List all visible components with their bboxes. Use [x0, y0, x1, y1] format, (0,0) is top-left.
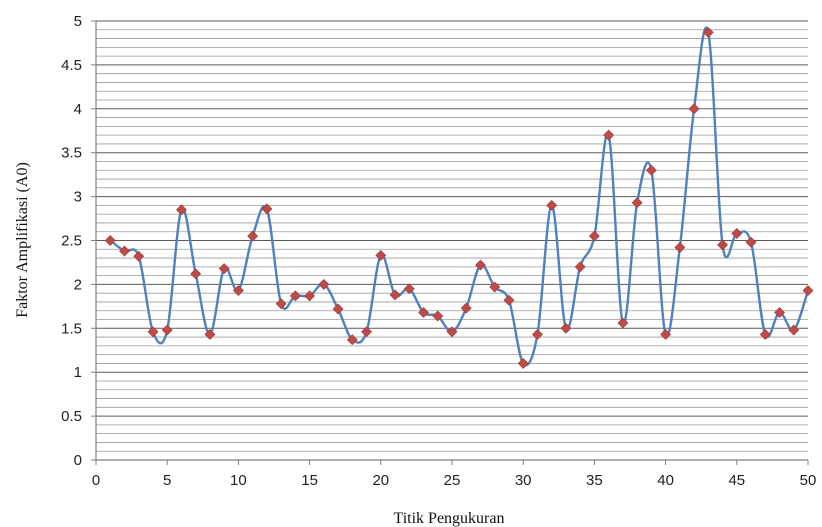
x-tick-label: 40 — [657, 472, 674, 489]
x-axis-tick-labels: 0 5 10 15 20 25 30 35 40 45 50 — [92, 472, 817, 489]
data-point-marker — [489, 281, 501, 293]
data-point-marker — [631, 197, 643, 209]
y-tick-label: 5 — [74, 13, 82, 30]
data-point-marker — [375, 250, 387, 261]
data-point-marker — [289, 290, 301, 302]
data-point-marker — [176, 204, 187, 216]
minor-gridlines — [96, 29, 808, 452]
data-point-marker — [517, 357, 529, 369]
x-tick-label: 35 — [586, 472, 603, 489]
data-point-marker — [232, 285, 244, 296]
data-point-marker — [774, 307, 785, 318]
x-tick-label: 5 — [163, 472, 171, 489]
y-tick-label: 3 — [74, 189, 82, 206]
y-tick-label: 1 — [74, 364, 82, 381]
y-tick-label: 2.5 — [61, 233, 82, 250]
data-point-marker — [161, 324, 173, 336]
data-point-marker — [204, 329, 216, 340]
data-point-marker — [318, 278, 330, 290]
data-point-marker — [475, 259, 486, 271]
x-tick-label: 30 — [515, 472, 532, 489]
y-tick-label: 3.5 — [61, 145, 82, 162]
data-point-marker — [574, 261, 586, 273]
series-lines — [109, 26, 810, 367]
data-point-marker — [104, 235, 116, 246]
series-line — [109, 26, 810, 367]
data-point-marker — [674, 242, 686, 253]
y-tick-label: 0.5 — [61, 408, 82, 425]
data-point-marker — [147, 326, 159, 338]
data-point-marker — [532, 329, 543, 340]
data-point-marker — [332, 303, 344, 315]
data-point-marker — [418, 307, 429, 318]
y-tick-label: 2 — [74, 276, 82, 293]
y-axis-ticks — [91, 20, 96, 461]
x-tick-label: 50 — [800, 472, 817, 489]
data-point-marker — [361, 326, 372, 338]
data-point-marker — [133, 250, 145, 262]
data-point-marker — [731, 228, 743, 239]
data-point-marker — [702, 26, 714, 38]
data-point-marker — [645, 164, 657, 176]
data-point-marker — [617, 317, 629, 329]
data-point-marker — [603, 129, 615, 141]
data-point-marker — [759, 329, 771, 340]
data-point-marker — [546, 199, 558, 211]
data-point-marker — [717, 239, 728, 251]
data-point-marker — [261, 203, 273, 215]
data-point-marker — [247, 230, 259, 242]
data-point-marker — [460, 302, 472, 314]
data-point-marker — [119, 245, 130, 257]
x-tick-label: 0 — [92, 472, 100, 489]
x-axis-ticks — [95, 460, 809, 465]
y-tick-label: 4.5 — [61, 57, 82, 74]
data-point-marker — [503, 294, 515, 306]
data-point-marker — [688, 103, 700, 115]
y-tick-label: 1.5 — [61, 320, 82, 337]
x-axis-title: Titik Pengukuran — [394, 510, 505, 527]
x-tick-label: 10 — [230, 472, 247, 489]
data-point-marker — [389, 289, 401, 301]
x-tick-label: 45 — [728, 472, 745, 489]
x-tick-label: 25 — [444, 472, 461, 489]
x-tick-label: 15 — [301, 472, 318, 489]
data-point-marker — [304, 290, 316, 302]
data-point-marker — [432, 310, 444, 322]
y-tick-label: 0 — [74, 452, 82, 469]
y-tick-label: 4 — [74, 101, 82, 118]
x-tick-label: 20 — [372, 472, 389, 489]
major-gridlines — [96, 20, 808, 417]
data-point-marker — [190, 268, 202, 280]
data-point-marker — [403, 283, 415, 295]
y-axis-title: Faktor Amplifikasi (A0) — [14, 162, 31, 318]
data-point-marker — [588, 230, 600, 242]
data-point-marker — [560, 322, 572, 334]
data-point-marker — [275, 298, 287, 310]
data-point-marker — [788, 324, 800, 336]
series-markers — [104, 26, 814, 369]
y-axis-tick-labels: 0 0.5 1 1.5 2 2.5 3 3.5 4 4.5 5 — [61, 13, 82, 469]
data-point-marker — [745, 236, 757, 248]
data-point-marker — [802, 285, 814, 296]
data-point-marker — [346, 334, 358, 346]
data-point-marker — [218, 263, 230, 275]
data-point-marker — [446, 326, 458, 338]
data-point-marker — [660, 329, 672, 340]
